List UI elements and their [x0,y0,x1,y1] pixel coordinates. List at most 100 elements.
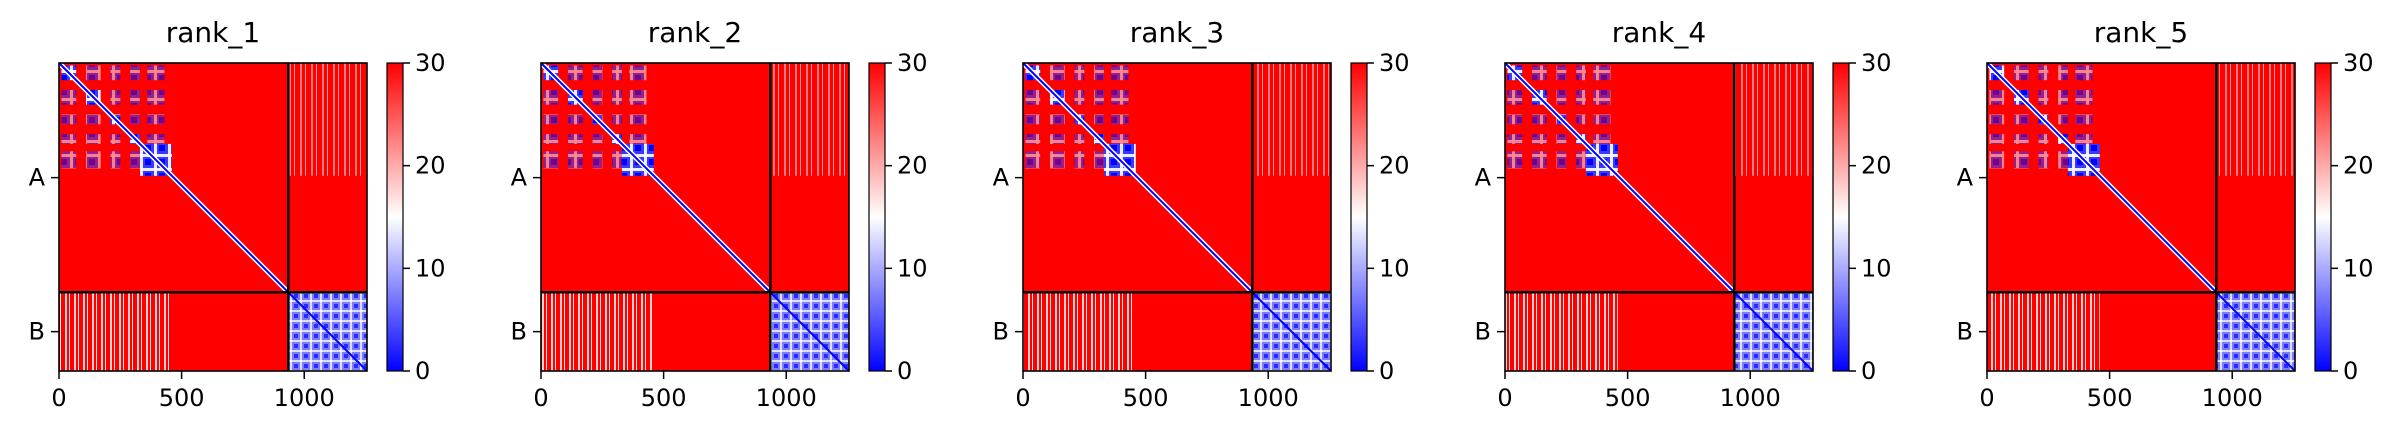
intrachain-block [1531,151,1547,169]
y-tick-label: B [29,318,45,346]
intrachain-block [2075,65,2093,81]
intrachain-block [1025,89,1041,105]
intrachain-block [1593,134,1611,144]
intrachain-block [1074,89,1085,105]
x-tick-label: 0 [1979,384,1994,412]
colorbar-tick-label: 20 [2343,152,2374,180]
colorbar-tick-label: 0 [897,357,912,385]
intrachain-block [629,134,647,144]
colorbar-tick-label: 10 [1379,254,1410,282]
intrachain-block [1576,89,1586,105]
diagonal-line [1022,62,1253,293]
intrachain-block [1094,89,1104,105]
panel-title: rank_4 [1612,16,1706,49]
intrachain-block [1074,134,1085,144]
diagonal-line-b [1251,291,1332,372]
intrachain-block [629,65,647,81]
intrachain-block [147,134,165,144]
intrachain-block [629,89,647,105]
intrachain-block [147,114,165,125]
colorbar-tick-label: 20 [1379,152,1410,180]
colorbar [868,62,886,372]
diagonal-line-b [769,291,850,372]
intrachain-block [147,89,165,105]
intrachain-block [543,89,559,105]
x-tick-label: 1000 [1238,384,1299,412]
colorbar-tick-label: 30 [1861,49,1892,77]
intrachain-block [2075,134,2093,144]
intrachain-block [2075,89,2093,105]
intrachain-block [1074,65,1085,81]
intrachain-block [61,89,77,105]
x-tick-label: 1000 [756,384,817,412]
intrachain-block [1531,134,1547,144]
interchain-stripes-ba [59,293,172,371]
intrachain-block [1989,134,2005,144]
intrachain-block [2058,89,2068,105]
intrachain-block [1111,114,1129,125]
intrachain-block [85,65,101,81]
axes-frame [58,62,368,372]
intrachain-block [85,134,101,144]
intrachain-block [612,114,622,125]
axes-frame [540,62,850,372]
axes-frame [1986,62,2296,372]
y-tick-label: A [993,164,1010,192]
intrachain-block [567,151,583,169]
intrachain-block [612,89,622,105]
intrachain-block [85,114,101,125]
intrachain-block [1111,89,1129,105]
intrachain-block [1049,151,1065,169]
intrachain-block [1593,89,1611,105]
intrachain-block [1049,65,1065,81]
axes-frame [1504,62,1814,372]
intrachain-block [1094,114,1104,125]
intrachain-block [1989,151,2005,169]
intrachain-block [612,65,622,81]
intrachain-block [1556,65,1567,81]
intrachain-block [130,151,140,169]
interchain-stripes-ba [1023,293,1136,371]
intrachain-block [1531,65,1547,81]
diagonal-line [1504,62,1735,293]
intrachain-block [567,65,583,81]
colorbar-tick-label: 10 [2343,254,2374,282]
colorbar-tick-label: 0 [2343,357,2358,385]
panel-title: rank_5 [2094,16,2188,49]
x-tick-label: 0 [1497,384,1512,412]
intrachain-block [543,114,559,125]
intrachain-block [2058,65,2068,81]
intrachain-block [61,114,77,125]
intrachain-block [543,151,559,169]
colorbar-tick-label: 10 [415,254,446,282]
intrachain-block [1025,114,1041,125]
interchain-stripes-ab [1253,63,1331,176]
intrachain-block [1049,114,1065,125]
colorbar-tick-label: 30 [2343,49,2374,77]
heatmap-panel-2: rank_2 0 500 1000 A B 0 10 20 30 [511,16,928,412]
heatmap-panel-4: rank_4 0 500 1000 A B 0 10 20 30 [1475,16,1892,412]
intrachain-block [110,151,121,169]
intrachain-block [1507,151,1523,169]
intrachain-block [2038,89,2049,105]
intrachain-block [2013,151,2029,169]
colorbar [1350,62,1368,372]
intrachain-block [612,151,622,169]
intrachain-block [1531,114,1547,125]
colorbar-tick-label: 30 [415,49,446,77]
intrachain-block [1507,114,1523,125]
y-tick-label: B [511,318,527,346]
interchain-stripes-ab [771,63,849,176]
intrachain-block [110,134,121,144]
y-tick-label: A [511,164,528,192]
y-tick-label: B [993,318,1009,346]
diagonal-line-b [2215,291,2296,372]
axes-frame [1022,62,1332,372]
diagonal-line-b [1733,291,1814,372]
diagonal-line [1986,62,2217,293]
intrachain-block [1049,134,1065,144]
colorbar-tick-label: 10 [897,254,928,282]
intrachain-block [2075,114,2093,125]
intrachain-block [2013,134,2029,144]
intrachain-block [2038,134,2049,144]
